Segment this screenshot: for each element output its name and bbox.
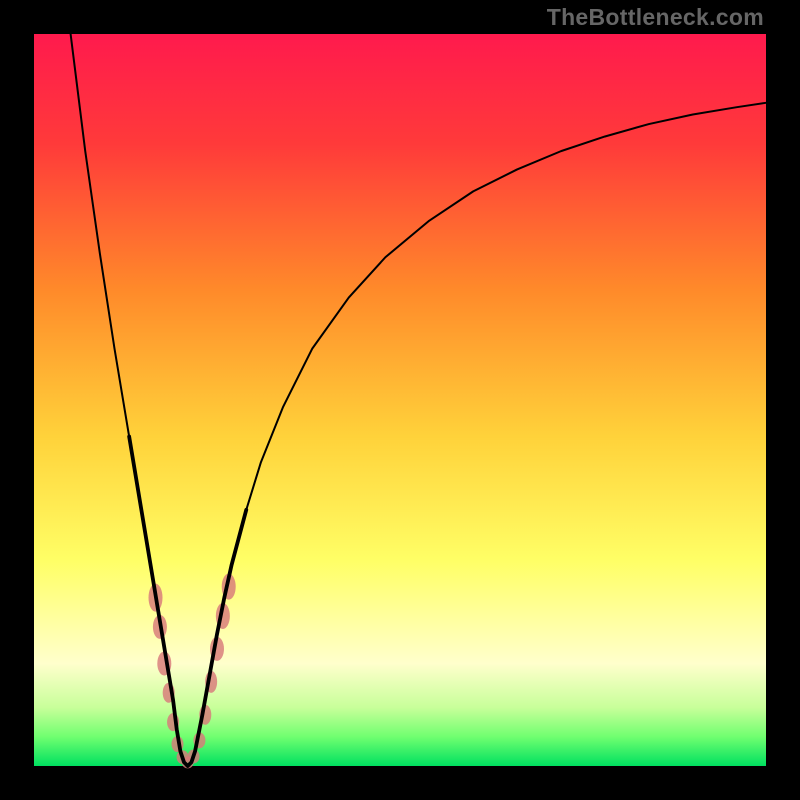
watermark-text: TheBottleneck.com <box>547 4 764 31</box>
chart-root: TheBottleneck.com <box>0 0 800 800</box>
plot-background <box>34 34 766 766</box>
bottleneck-chart <box>0 0 800 800</box>
